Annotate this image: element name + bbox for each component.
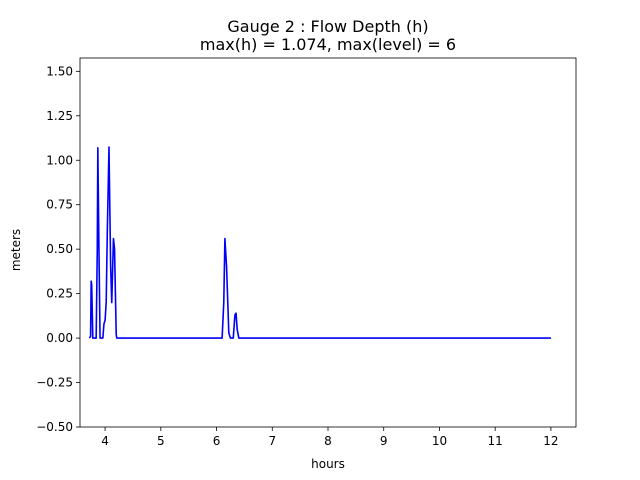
chart-title-line2: max(h) = 1.074, max(level) = 6 xyxy=(200,35,456,54)
x-tick-label: 9 xyxy=(380,434,388,448)
y-tick-label: −0.25 xyxy=(36,376,73,390)
chart-title-line1: Gauge 2 : Flow Depth (h) xyxy=(227,17,428,36)
y-tick-label: 0.25 xyxy=(46,287,73,301)
y-axis-label: meters xyxy=(9,229,23,271)
plot-frame xyxy=(79,57,577,428)
x-tick-label: 4 xyxy=(101,434,109,448)
x-axis-label: hours xyxy=(311,457,345,471)
y-tick-label: 1.25 xyxy=(46,109,73,123)
x-tick-label: 10 xyxy=(432,434,447,448)
plot-area: 4 5 6 7 8 9 10 11 12 −0.50 −0.25 0.00 0.25 0.50 0.75 1.… xyxy=(36,57,577,448)
y-tick-label: 0.50 xyxy=(46,242,73,256)
y-tick-label: 1.50 xyxy=(46,64,73,78)
series-line-0 xyxy=(88,146,551,339)
x-tick-label: 6 xyxy=(213,434,221,448)
x-tick-label: 12 xyxy=(543,434,558,448)
x-tick-label: 5 xyxy=(157,434,165,448)
y-tick-label: −0.50 xyxy=(36,420,73,434)
y-tick-label: 0.00 xyxy=(46,331,73,345)
y-tick-label: 1.00 xyxy=(46,153,73,167)
x-tick-label: 7 xyxy=(268,434,276,448)
x-tick-label: 8 xyxy=(324,434,332,448)
x-tick-label: 11 xyxy=(488,434,503,448)
y-tick-label: 0.75 xyxy=(46,198,73,212)
